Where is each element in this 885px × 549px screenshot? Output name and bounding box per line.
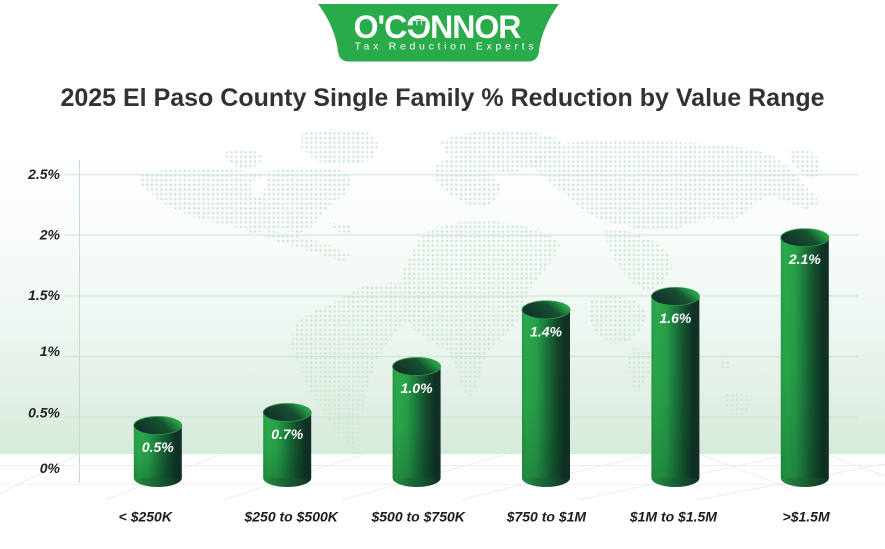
svg-text:$1M to $1.5M: $1M to $1.5M — [629, 509, 717, 525]
svg-text:$750 to $1M: $750 to $1M — [506, 509, 587, 525]
svg-text:O'CONNOR: O'CONNOR — [354, 9, 522, 45]
svg-text:1.4%: 1.4% — [530, 323, 562, 339]
svg-text:< $250K: < $250K — [119, 509, 173, 525]
svg-text:>$1.5M: >$1.5M — [783, 509, 830, 525]
svg-text:1.5%: 1.5% — [28, 287, 60, 303]
svg-text:$250 to $500K: $250 to $500K — [243, 509, 338, 525]
svg-text:0%: 0% — [40, 460, 61, 476]
svg-text:1.6%: 1.6% — [659, 310, 691, 326]
svg-text:2.1%: 2.1% — [788, 251, 821, 267]
svg-text:0.5%: 0.5% — [28, 405, 60, 421]
svg-text:0.5%: 0.5% — [142, 439, 174, 455]
svg-text:2.5%: 2.5% — [27, 166, 60, 182]
svg-text:1%: 1% — [40, 343, 61, 359]
svg-text:Tax Reduction Experts: Tax Reduction Experts — [355, 41, 538, 53]
svg-text:0.7%: 0.7% — [271, 426, 303, 442]
svg-text:$500 to $750K: $500 to $750K — [370, 509, 465, 525]
svg-text:1.0%: 1.0% — [401, 380, 433, 396]
svg-text:2%: 2% — [39, 227, 61, 243]
